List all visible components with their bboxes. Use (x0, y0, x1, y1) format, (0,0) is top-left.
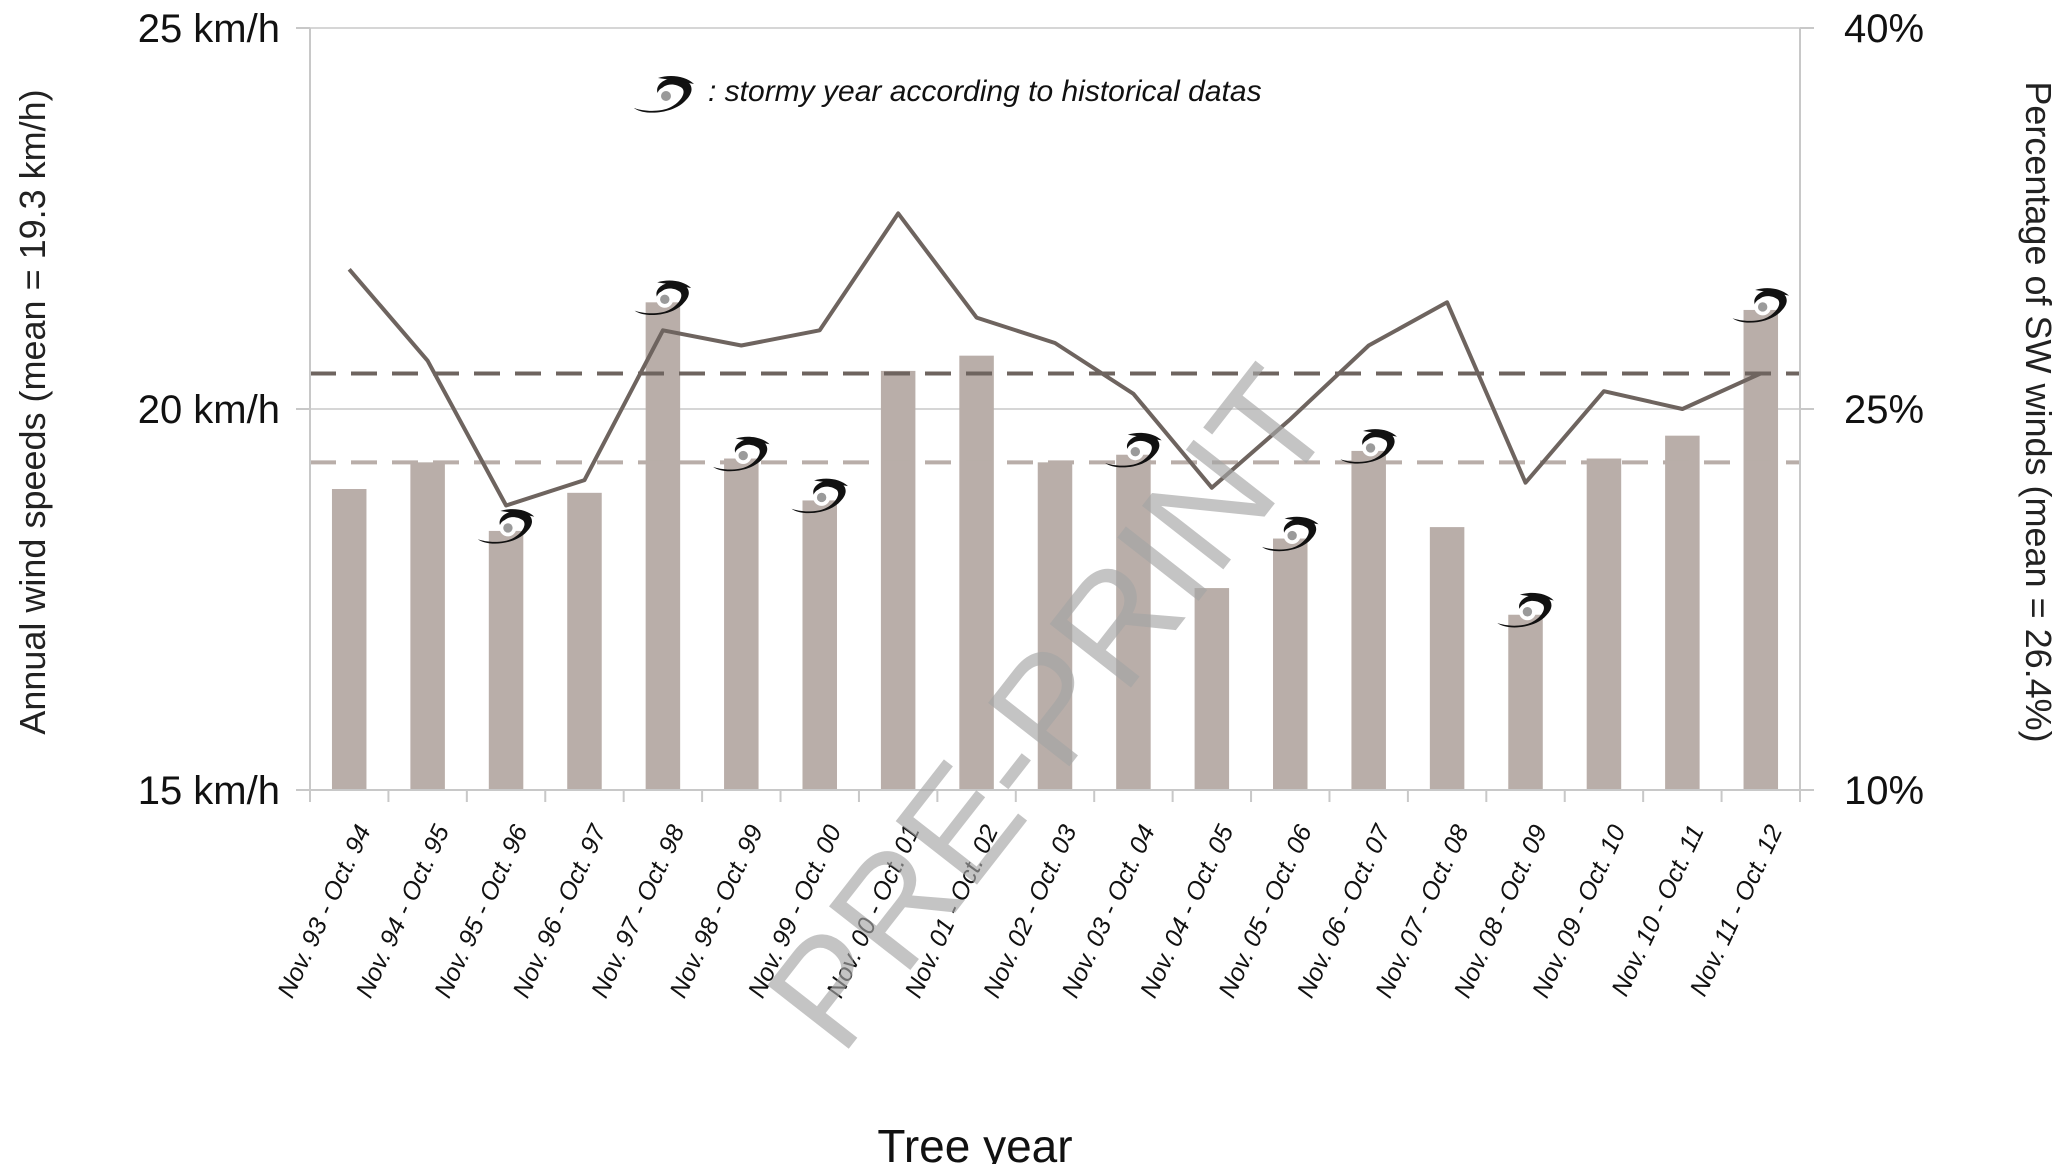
bar (1194, 588, 1230, 790)
bar (880, 370, 916, 790)
bar (1273, 538, 1308, 790)
line-series (347, 211, 1762, 508)
bar (1351, 450, 1386, 790)
bar (802, 500, 837, 790)
bar (488, 530, 524, 790)
x-axis-title: Tree year (877, 1120, 1072, 1164)
right-tick-label: 40% (1844, 7, 1924, 51)
reference-lines (310, 371, 1800, 465)
left-tick-label: 25 km/h (138, 7, 280, 51)
left-tick-label: 20 km/h (138, 388, 280, 432)
bar (959, 355, 994, 790)
bar (1429, 527, 1465, 790)
bar (567, 492, 602, 790)
left-tick-label: 15 km/h (138, 769, 280, 813)
bar (410, 462, 445, 790)
grid (296, 27, 1800, 410)
axes (296, 27, 1814, 802)
right-tick-label: 25% (1844, 388, 1924, 432)
bar (1037, 462, 1073, 790)
left-axis-title: Annual wind speeds (mean = 19.3 km/h) (12, 89, 53, 734)
bar (1116, 454, 1151, 790)
bar (645, 302, 681, 790)
bar-series (331, 302, 1779, 790)
bar (1743, 309, 1779, 790)
bar (1586, 458, 1622, 790)
legend-text: : stormy year according to historical da… (708, 75, 1262, 108)
right-axis-title: Percentage of SW winds (mean = 26.4%) (2018, 81, 2059, 742)
legend-storm-icon (634, 76, 694, 113)
bar (1665, 435, 1700, 790)
bar (724, 458, 759, 790)
right-tick-label: 10% (1844, 769, 1924, 813)
sw-wind-line (347, 211, 1762, 508)
bar (331, 489, 367, 790)
bar (1508, 614, 1543, 790)
legend: : stormy year according to historical da… (634, 75, 1262, 113)
